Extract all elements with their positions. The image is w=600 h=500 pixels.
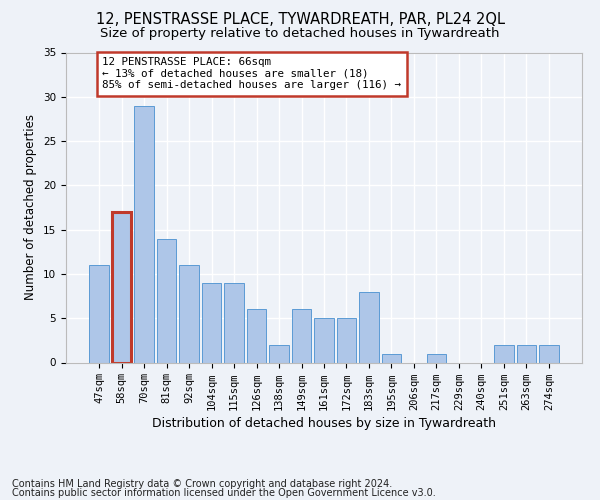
Text: Size of property relative to detached houses in Tywardreath: Size of property relative to detached ho… (100, 28, 500, 40)
Bar (89, 265, 109, 362)
Text: Contains HM Land Registry data © Crown copyright and database right 2024.: Contains HM Land Registry data © Crown c… (12, 479, 392, 489)
Y-axis label: Number of detached properties: Number of detached properties (25, 114, 37, 300)
Bar (247, 310, 266, 362)
Bar (134, 106, 154, 362)
Bar (202, 283, 221, 362)
Bar (314, 318, 334, 362)
Text: 12, PENSTRASSE PLACE, TYWARDREATH, PAR, PL24 2QL: 12, PENSTRASSE PLACE, TYWARDREATH, PAR, … (95, 12, 505, 28)
Bar (427, 354, 446, 362)
Bar (179, 265, 199, 362)
Bar (517, 345, 536, 362)
X-axis label: Distribution of detached houses by size in Tywardreath: Distribution of detached houses by size … (152, 416, 496, 430)
Bar (382, 354, 401, 362)
Bar (539, 345, 559, 362)
Bar (337, 318, 356, 362)
Bar (224, 283, 244, 362)
Bar (494, 345, 514, 362)
Bar (112, 212, 131, 362)
Bar (157, 238, 176, 362)
Text: 12 PENSTRASSE PLACE: 66sqm
← 13% of detached houses are smaller (18)
85% of semi: 12 PENSTRASSE PLACE: 66sqm ← 13% of deta… (103, 57, 401, 90)
Bar (269, 345, 289, 362)
Text: Contains public sector information licensed under the Open Government Licence v3: Contains public sector information licen… (12, 488, 436, 498)
Bar (292, 310, 311, 362)
Bar (359, 292, 379, 362)
